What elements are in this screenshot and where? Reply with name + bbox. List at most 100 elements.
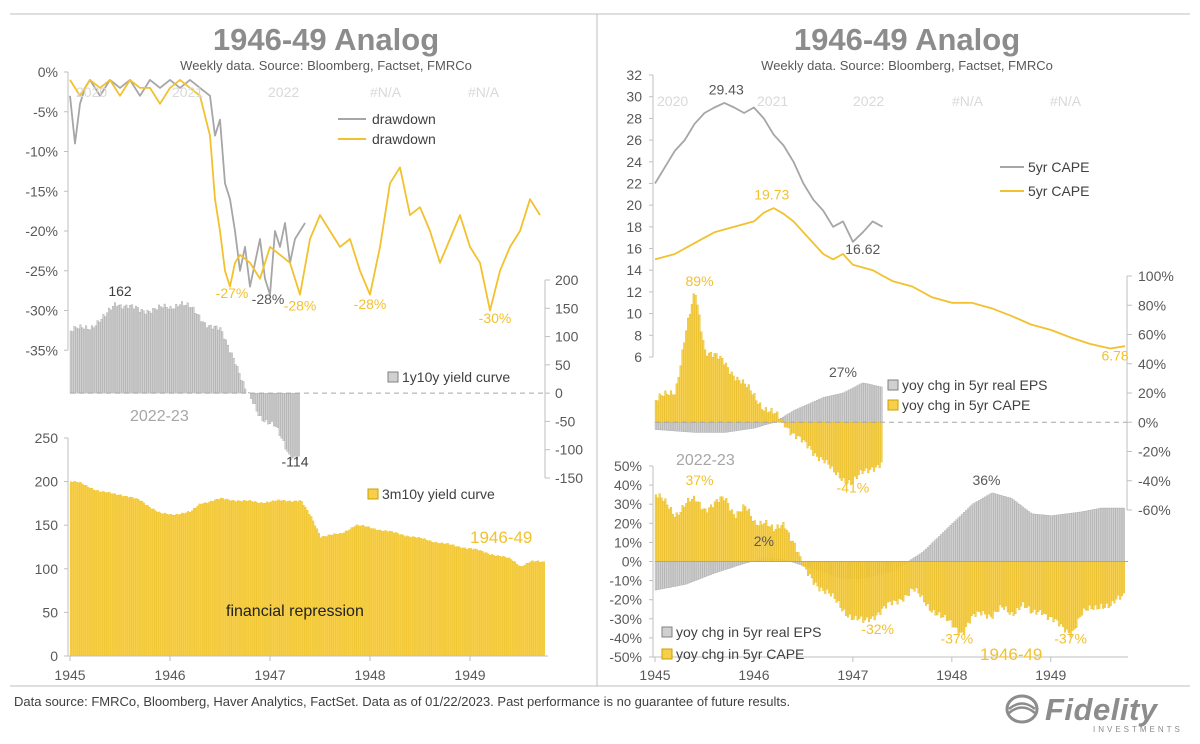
yoy-2022-bar bbox=[673, 561, 676, 587]
yoy-1946-bar bbox=[681, 349, 684, 423]
yoy-2022-bar bbox=[675, 561, 678, 587]
yield-1y10y-bar bbox=[215, 325, 218, 394]
yoy-2022-bar bbox=[934, 539, 937, 562]
yoy-2022-bar bbox=[694, 561, 697, 581]
yoy-1946-bar bbox=[757, 404, 760, 423]
yoy-2022-bar bbox=[687, 561, 690, 584]
yoy-2022-bar bbox=[789, 541, 792, 562]
yield-3m10y-bar bbox=[381, 531, 384, 657]
yield-3m10y-bar bbox=[131, 497, 134, 657]
yoy-2022-bar bbox=[1027, 561, 1030, 607]
yield-3m10y-bar bbox=[406, 535, 409, 657]
yoy-1946-bar bbox=[717, 358, 720, 423]
yoy-1946-bar bbox=[876, 385, 879, 423]
footnote: Data source: FMRCo, Bloomberg, Haver Ana… bbox=[14, 694, 791, 709]
yoy-1946-legend-label: yoy chg in 5yr CAPE bbox=[902, 397, 1030, 413]
yoy-2022-bar bbox=[1012, 499, 1015, 562]
yoy-2022-bar bbox=[671, 513, 674, 562]
yoy-2022-bar bbox=[945, 561, 948, 622]
yield-3m10y-bar bbox=[231, 499, 234, 657]
yoy-1946-bar bbox=[840, 393, 843, 423]
drawdown-series-line bbox=[69, 79, 306, 296]
yoy-1946-bar bbox=[761, 409, 764, 423]
cape-y-tick-label: 28 bbox=[626, 110, 642, 126]
yoy-1946-bar bbox=[749, 422, 752, 429]
yoy-1946-bar bbox=[844, 391, 847, 423]
yield-3m10y-bar bbox=[277, 499, 280, 657]
yoy-2022-bar bbox=[991, 492, 994, 562]
yoy-2022-bar bbox=[942, 561, 945, 618]
yield-3m10y-bar bbox=[377, 529, 380, 657]
yoy-2022-bar bbox=[1050, 561, 1053, 617]
yield-3m10y-bar bbox=[383, 530, 386, 657]
yoy-2022-bar bbox=[704, 508, 707, 562]
yoy-1946-bar bbox=[673, 394, 676, 423]
yield-1y10y-bar bbox=[217, 329, 220, 394]
yoy-1946-bar bbox=[677, 377, 680, 423]
yield-1y10y-bar bbox=[154, 308, 157, 394]
yield-3m10y-bar bbox=[367, 526, 370, 657]
yoy-2022-bar bbox=[858, 561, 861, 619]
yield-3m10y-bar bbox=[169, 513, 172, 657]
fidelity-logo: Fidelity INVESTMENTS bbox=[1005, 692, 1185, 736]
yoy-2022-bar bbox=[795, 551, 798, 562]
yoy-1946-bar bbox=[738, 422, 741, 431]
yield-3m10y-bar bbox=[516, 564, 519, 657]
yoy-1946-bar bbox=[814, 422, 817, 454]
yield-3m10y-bar bbox=[235, 501, 238, 657]
yield-3m10y-bar bbox=[283, 499, 286, 657]
yoy-2022-bar bbox=[681, 561, 684, 586]
yield-3m10y-bar bbox=[285, 501, 288, 657]
yield-3m10y-bar bbox=[379, 529, 382, 657]
financial-repression-annotation: financial repression bbox=[226, 603, 364, 620]
yoy-2022-bar bbox=[816, 561, 819, 587]
yoy-1946-bar bbox=[660, 395, 663, 423]
drawdown-y-tick-label: -35% bbox=[25, 342, 58, 358]
yoy-2022-bar bbox=[1023, 561, 1026, 609]
yoy-2022-annotation: -32% bbox=[861, 621, 894, 637]
yield-1y10y-bar bbox=[144, 313, 147, 394]
yield-3m10y-x-tick-label: 1949 bbox=[454, 667, 485, 683]
yield-1y10y-bar bbox=[296, 392, 298, 460]
yield-3m10y-bar bbox=[106, 492, 109, 657]
yield-3m10y-bar bbox=[160, 513, 163, 657]
yoy-2022-bar bbox=[704, 561, 707, 577]
yield-3m10y-bar bbox=[400, 534, 403, 657]
yield-3m10y-bar bbox=[341, 533, 344, 657]
yield-3m10y-bar bbox=[462, 547, 465, 657]
yoy-1946-bar bbox=[768, 411, 771, 423]
yield-3m10y-bar bbox=[137, 499, 140, 657]
cape-y-tick-label: 6 bbox=[634, 349, 642, 365]
yoy-2022-bar bbox=[829, 561, 832, 597]
yoy-2022-legend-label: yoy chg in 5yr CAPE bbox=[676, 646, 804, 662]
drawdown-y-tick-label: 0% bbox=[38, 64, 58, 80]
yoy-2022-bar bbox=[1071, 561, 1074, 631]
yield-3m10y-bar bbox=[510, 559, 513, 657]
yield-1y10y-bar bbox=[240, 380, 243, 394]
yoy-2022-bar bbox=[1109, 561, 1112, 607]
yoy-1946-bar bbox=[867, 422, 870, 474]
yield-3m10y-bar bbox=[342, 532, 345, 657]
yield-3m10y-bar bbox=[304, 506, 307, 657]
yield-1y10y-bar bbox=[138, 311, 141, 394]
yoy-1946-bar bbox=[715, 353, 718, 423]
yoy-1946-bar bbox=[871, 422, 874, 468]
yoy-2022-bar bbox=[1113, 507, 1116, 562]
yoy-1946-bar bbox=[838, 393, 841, 423]
yoy-2022-bar bbox=[854, 561, 857, 616]
yield-3m10y-bar bbox=[404, 536, 407, 657]
yield-3m10y-bar bbox=[425, 539, 428, 657]
yield-3m10y-bar bbox=[246, 501, 249, 657]
yoy-2022-bar bbox=[1056, 514, 1059, 562]
yoy-2022-bar bbox=[1062, 514, 1065, 562]
yield-3m10y-bar bbox=[81, 483, 84, 657]
yoy-2022-y-tick-label: -10% bbox=[609, 573, 642, 589]
yoy-2022-bar bbox=[1115, 507, 1118, 562]
yield-3m10y-bar bbox=[423, 538, 426, 657]
yield-1y10y-y-tick-label: -50 bbox=[555, 413, 575, 429]
yoy-2022-annotation: 36% bbox=[972, 472, 1000, 488]
yoy-1946-annotation: 27% bbox=[829, 364, 857, 380]
yield-3m10y-bar bbox=[485, 552, 488, 657]
yoy-2022-bar bbox=[947, 561, 950, 621]
yoy-2022-bar bbox=[687, 497, 690, 562]
